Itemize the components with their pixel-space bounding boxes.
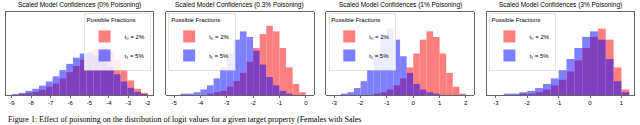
svg-text:t₁ = 5%: t₁ = 5% xyxy=(125,53,145,59)
svg-text:-9: -9 xyxy=(9,100,15,106)
svg-text:1: 1 xyxy=(620,100,624,106)
svg-text:-6: -6 xyxy=(67,100,73,106)
svg-text:0: 0 xyxy=(304,100,308,106)
svg-text:-3: -3 xyxy=(493,100,499,106)
svg-text:Scaled Model Confidences (0% P: Scaled Model Confidences (0% Poisoning) xyxy=(18,1,141,9)
svg-text:t₁ = 5%: t₁ = 5% xyxy=(209,53,229,59)
svg-text:t₀ = 2%: t₀ = 2% xyxy=(529,34,549,40)
svg-text:-3: -3 xyxy=(126,100,132,106)
svg-text:Possible Fractions: Possible Fractions xyxy=(331,17,380,23)
svg-text:Possible Fractions: Possible Fractions xyxy=(491,17,540,23)
svg-text:-2: -2 xyxy=(358,100,364,106)
svg-text:t₁ = 5%: t₁ = 5% xyxy=(369,53,389,59)
svg-text:t₀ = 2%: t₀ = 2% xyxy=(209,34,229,40)
svg-text:-8: -8 xyxy=(29,100,35,106)
svg-text:-7: -7 xyxy=(48,100,54,106)
svg-text:1: 1 xyxy=(438,100,442,106)
svg-text:Possible Fractions: Possible Fractions xyxy=(171,17,220,23)
svg-text:2: 2 xyxy=(464,100,468,106)
svg-text:-4: -4 xyxy=(106,100,112,106)
svg-text:t₀ = 2%: t₀ = 2% xyxy=(369,34,389,40)
svg-text:Scaled Model Confidences (1% P: Scaled Model Confidences (1% Poisoning) xyxy=(339,1,462,9)
svg-text:-4: -4 xyxy=(198,100,204,106)
svg-text:t₁ = 5%: t₁ = 5% xyxy=(529,53,549,59)
svg-text:Figure 1: Effect of poisoning: Figure 1: Effect of poisoning on the dis… xyxy=(8,115,361,124)
svg-text:-1: -1 xyxy=(556,100,562,106)
svg-text:-1: -1 xyxy=(277,100,283,106)
svg-text:Possible Fractions: Possible Fractions xyxy=(87,17,136,23)
svg-text:Scaled Model Confidences (0.3%: Scaled Model Confidences (0.3% Poisoning… xyxy=(175,1,304,9)
svg-text:-3: -3 xyxy=(224,100,230,106)
svg-text:-1: -1 xyxy=(384,100,390,106)
svg-text:-2: -2 xyxy=(525,100,531,106)
svg-text:Scaled Model Confidences (3% P: Scaled Model Confidences (3% Poisoning) xyxy=(499,1,622,9)
svg-text:t₀ = 2%: t₀ = 2% xyxy=(125,34,145,40)
svg-text:-2: -2 xyxy=(250,100,256,106)
svg-text:-5: -5 xyxy=(87,100,93,106)
svg-text:-3: -3 xyxy=(332,100,338,106)
svg-text:-2: -2 xyxy=(145,100,151,106)
svg-text:-5: -5 xyxy=(171,100,177,106)
svg-text:0: 0 xyxy=(412,100,416,106)
svg-text:0: 0 xyxy=(588,100,592,106)
